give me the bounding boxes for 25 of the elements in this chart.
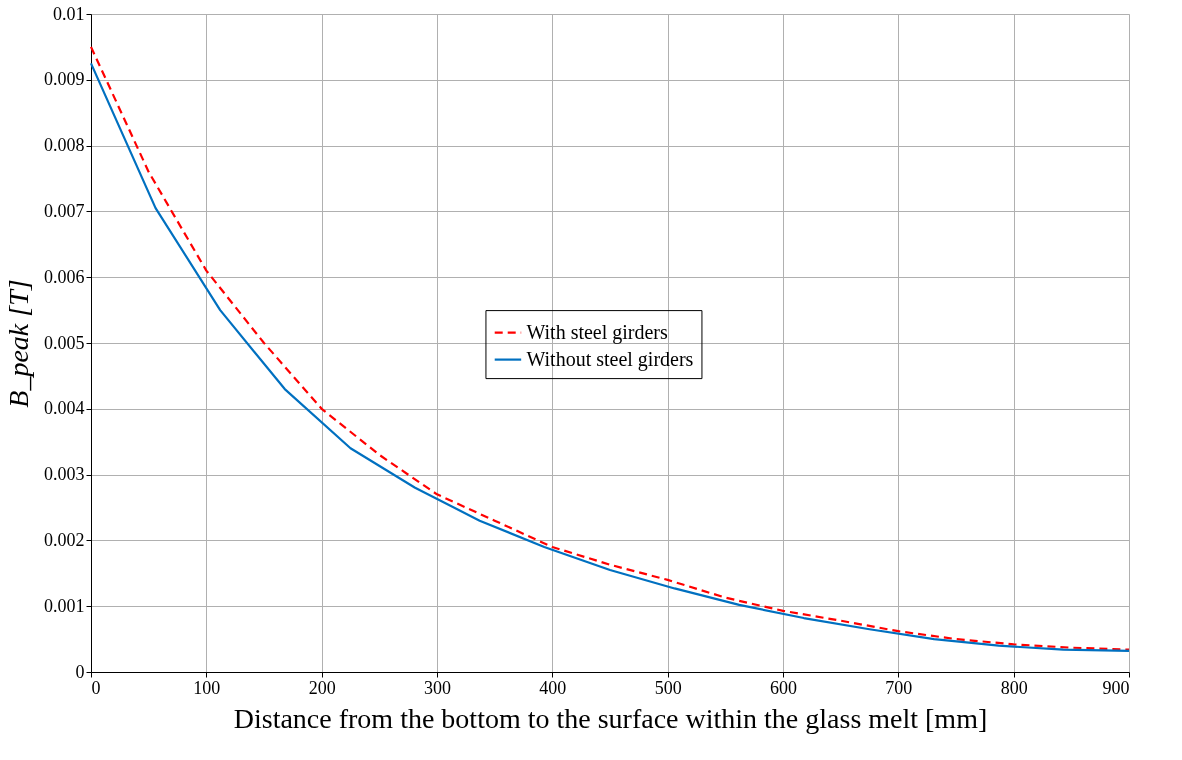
y-tick-label: 0.01 [53, 3, 85, 24]
x-axis-title: Distance from the bottom to the surface within the glass melt [mm] [233, 702, 988, 734]
y-tick-label: 0.005 [44, 332, 85, 353]
x-tick-label: 900 [1102, 677, 1130, 698]
y-tick-label: 0.004 [44, 398, 85, 419]
legend-label: With steel girders [526, 320, 669, 344]
x-tick-label: 700 [885, 677, 913, 698]
x-tick-label: 600 [770, 677, 797, 698]
x-tick-label: 500 [654, 677, 682, 698]
x-tick-label: 0 [91, 677, 101, 698]
x-tick-label: 800 [1000, 677, 1028, 698]
y-tick-label: 0.009 [44, 69, 85, 90]
y-tick-label: 0.008 [44, 135, 85, 156]
y-tick-label: 0.002 [44, 529, 85, 550]
y-tick-label: 0.006 [44, 266, 85, 287]
y-axis-title: B_peak [T] [3, 279, 34, 408]
legend-label: Without steel girders [526, 347, 694, 371]
y-tick-label: 0.003 [44, 464, 85, 485]
y-tick-label: 0.007 [44, 200, 85, 221]
y-tick-label: 0.001 [44, 595, 85, 616]
x-tick-label: 200 [308, 677, 336, 698]
x-tick-label: 400 [539, 677, 567, 698]
x-tick-label: 300 [424, 677, 451, 698]
x-tick-label: 100 [193, 677, 221, 698]
y-tick-label: 0 [75, 661, 85, 682]
